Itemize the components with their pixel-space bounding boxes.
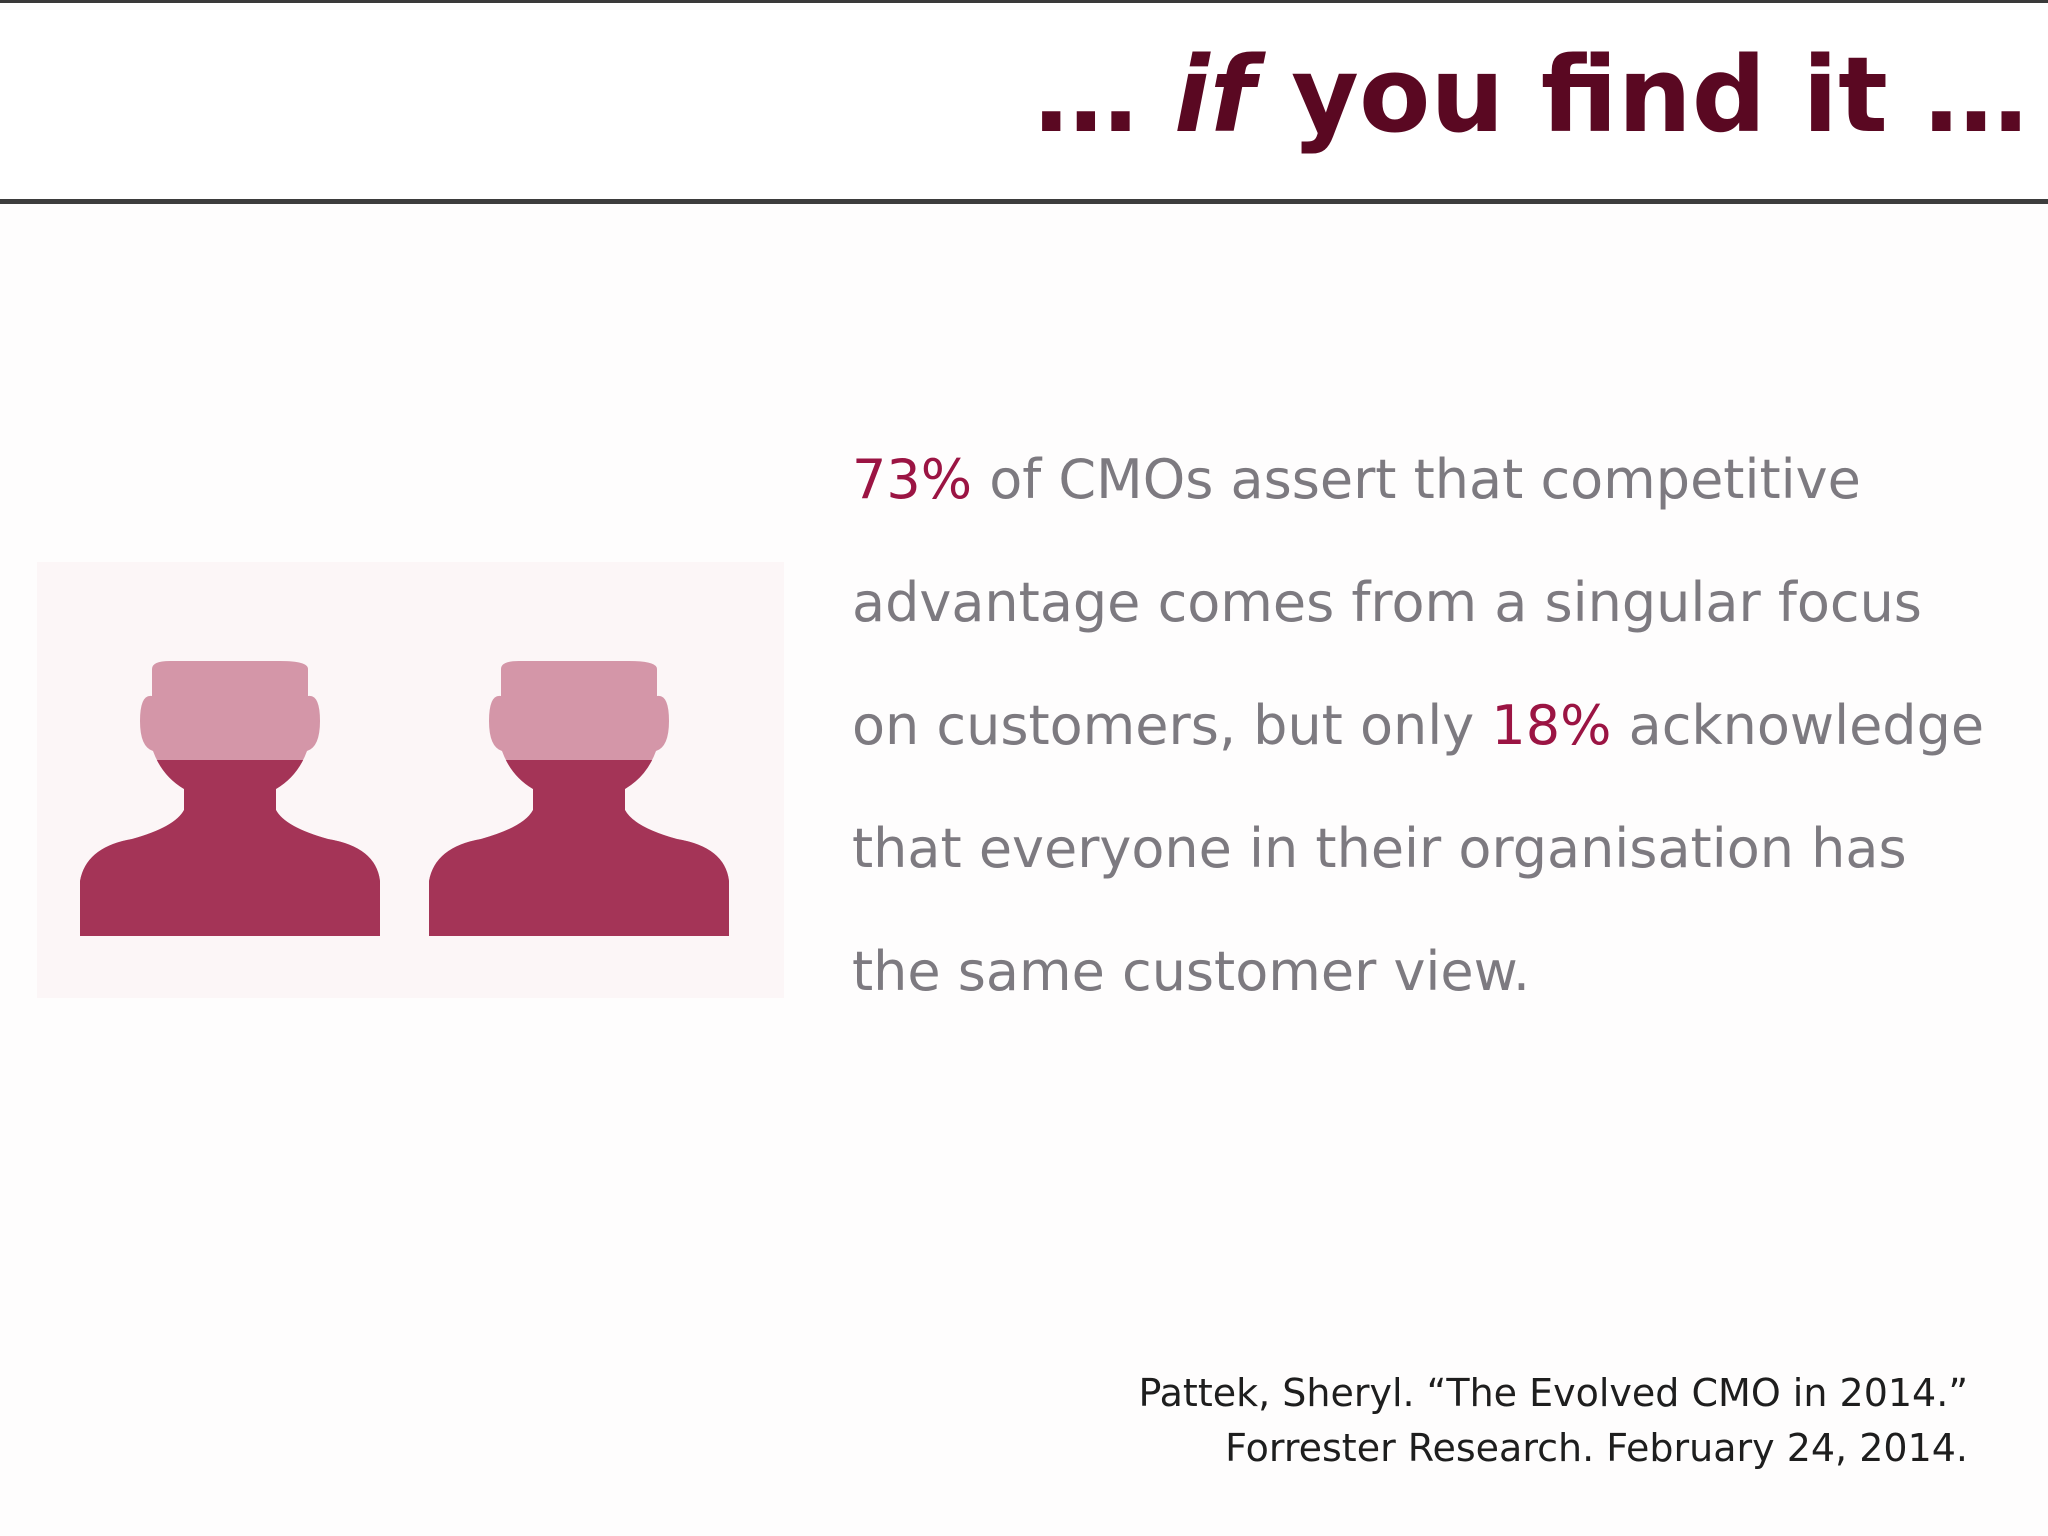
citation-line-1: Pattek, Sheryl. “The Evolved CMO in 2014…: [1138, 1371, 1968, 1415]
left-person-icon: [80, 661, 380, 936]
statistic-text-part-2: acknowledge that everyone in their organ…: [852, 694, 1985, 1003]
source-citation: Pattek, Sheryl. “The Evolved CMO in 2014…: [1138, 1366, 1968, 1476]
citation-line-2: Forrester Research. February 24, 2014.: [1225, 1426, 1968, 1470]
title-prefix: …: [1033, 34, 1175, 156]
header-divider: [0, 199, 2048, 204]
statistic-text: 73% of CMOs assert that competitive adva…: [852, 418, 2002, 1033]
title-emphasis: if: [1174, 34, 1255, 156]
highlight-73-percent: 73%: [852, 448, 973, 511]
highlight-18-percent: 18%: [1491, 694, 1612, 757]
statistic-text-part-1: of CMOs assert that competitive advantag…: [852, 448, 1922, 757]
people-icons-panel: [37, 562, 784, 998]
top-border: [0, 0, 2048, 3]
right-person-icon: [429, 661, 729, 936]
slide-title: … if you find it …: [1034, 30, 2028, 160]
title-suffix: you find it …: [1254, 34, 2028, 156]
